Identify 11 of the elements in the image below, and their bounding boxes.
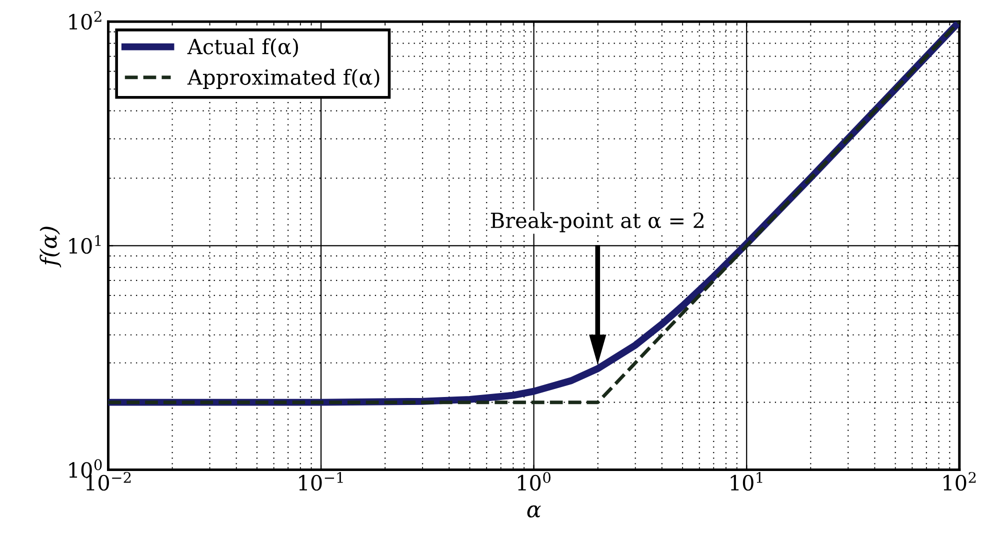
legend-label: Actual f(α) (187, 38, 298, 58)
x-tick-label: 10$^{0}$ (518, 472, 550, 491)
legend-label: Approximated f(α) (187, 68, 380, 90)
x-tick-label: 10$^{−1}$ (299, 472, 343, 491)
x-tick-label: 10$^{1}$ (730, 472, 762, 491)
annotation: Break-point at α = 2 (490, 212, 704, 232)
y-axis-title: f(α) (40, 226, 62, 268)
x-tick-label: 10$^{2}$ (944, 472, 976, 491)
y-tick-label: 10$^{1}$ (69, 235, 101, 254)
y-tick-label: 10$^{2}$ (69, 10, 102, 30)
x-axis-title: α (527, 505, 541, 518)
